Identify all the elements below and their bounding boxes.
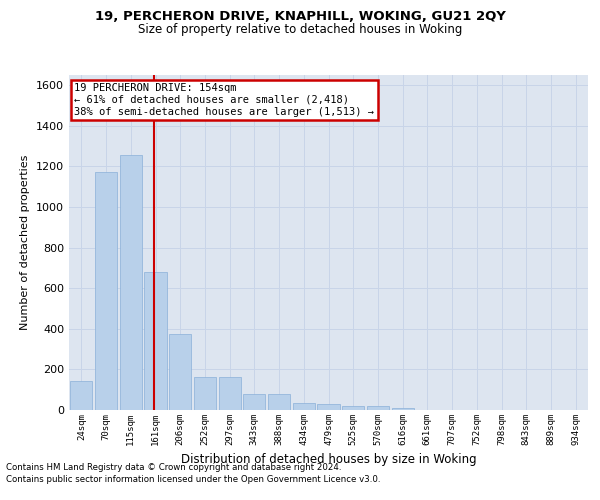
- Text: Size of property relative to detached houses in Woking: Size of property relative to detached ho…: [138, 22, 462, 36]
- Text: Contains HM Land Registry data © Crown copyright and database right 2024.: Contains HM Land Registry data © Crown c…: [6, 464, 341, 472]
- Bar: [95, 172, 117, 410]
- Bar: [243, 394, 265, 410]
- Bar: [119, 155, 142, 410]
- X-axis label: Distribution of detached houses by size in Woking: Distribution of detached houses by size …: [181, 454, 476, 466]
- Bar: [293, 403, 315, 410]
- Y-axis label: Number of detached properties: Number of detached properties: [20, 155, 31, 330]
- Bar: [70, 380, 92, 410]
- Bar: [169, 334, 191, 410]
- Bar: [317, 404, 340, 410]
- Bar: [268, 394, 290, 410]
- Text: Contains public sector information licensed under the Open Government Licence v3: Contains public sector information licen…: [6, 474, 380, 484]
- Bar: [218, 376, 241, 410]
- Bar: [145, 272, 167, 410]
- Bar: [342, 406, 364, 410]
- Bar: [367, 406, 389, 410]
- Bar: [392, 408, 414, 410]
- Bar: [194, 376, 216, 410]
- Text: 19, PERCHERON DRIVE, KNAPHILL, WOKING, GU21 2QY: 19, PERCHERON DRIVE, KNAPHILL, WOKING, G…: [95, 10, 505, 23]
- Text: 19 PERCHERON DRIVE: 154sqm
← 61% of detached houses are smaller (2,418)
38% of s: 19 PERCHERON DRIVE: 154sqm ← 61% of deta…: [74, 84, 374, 116]
